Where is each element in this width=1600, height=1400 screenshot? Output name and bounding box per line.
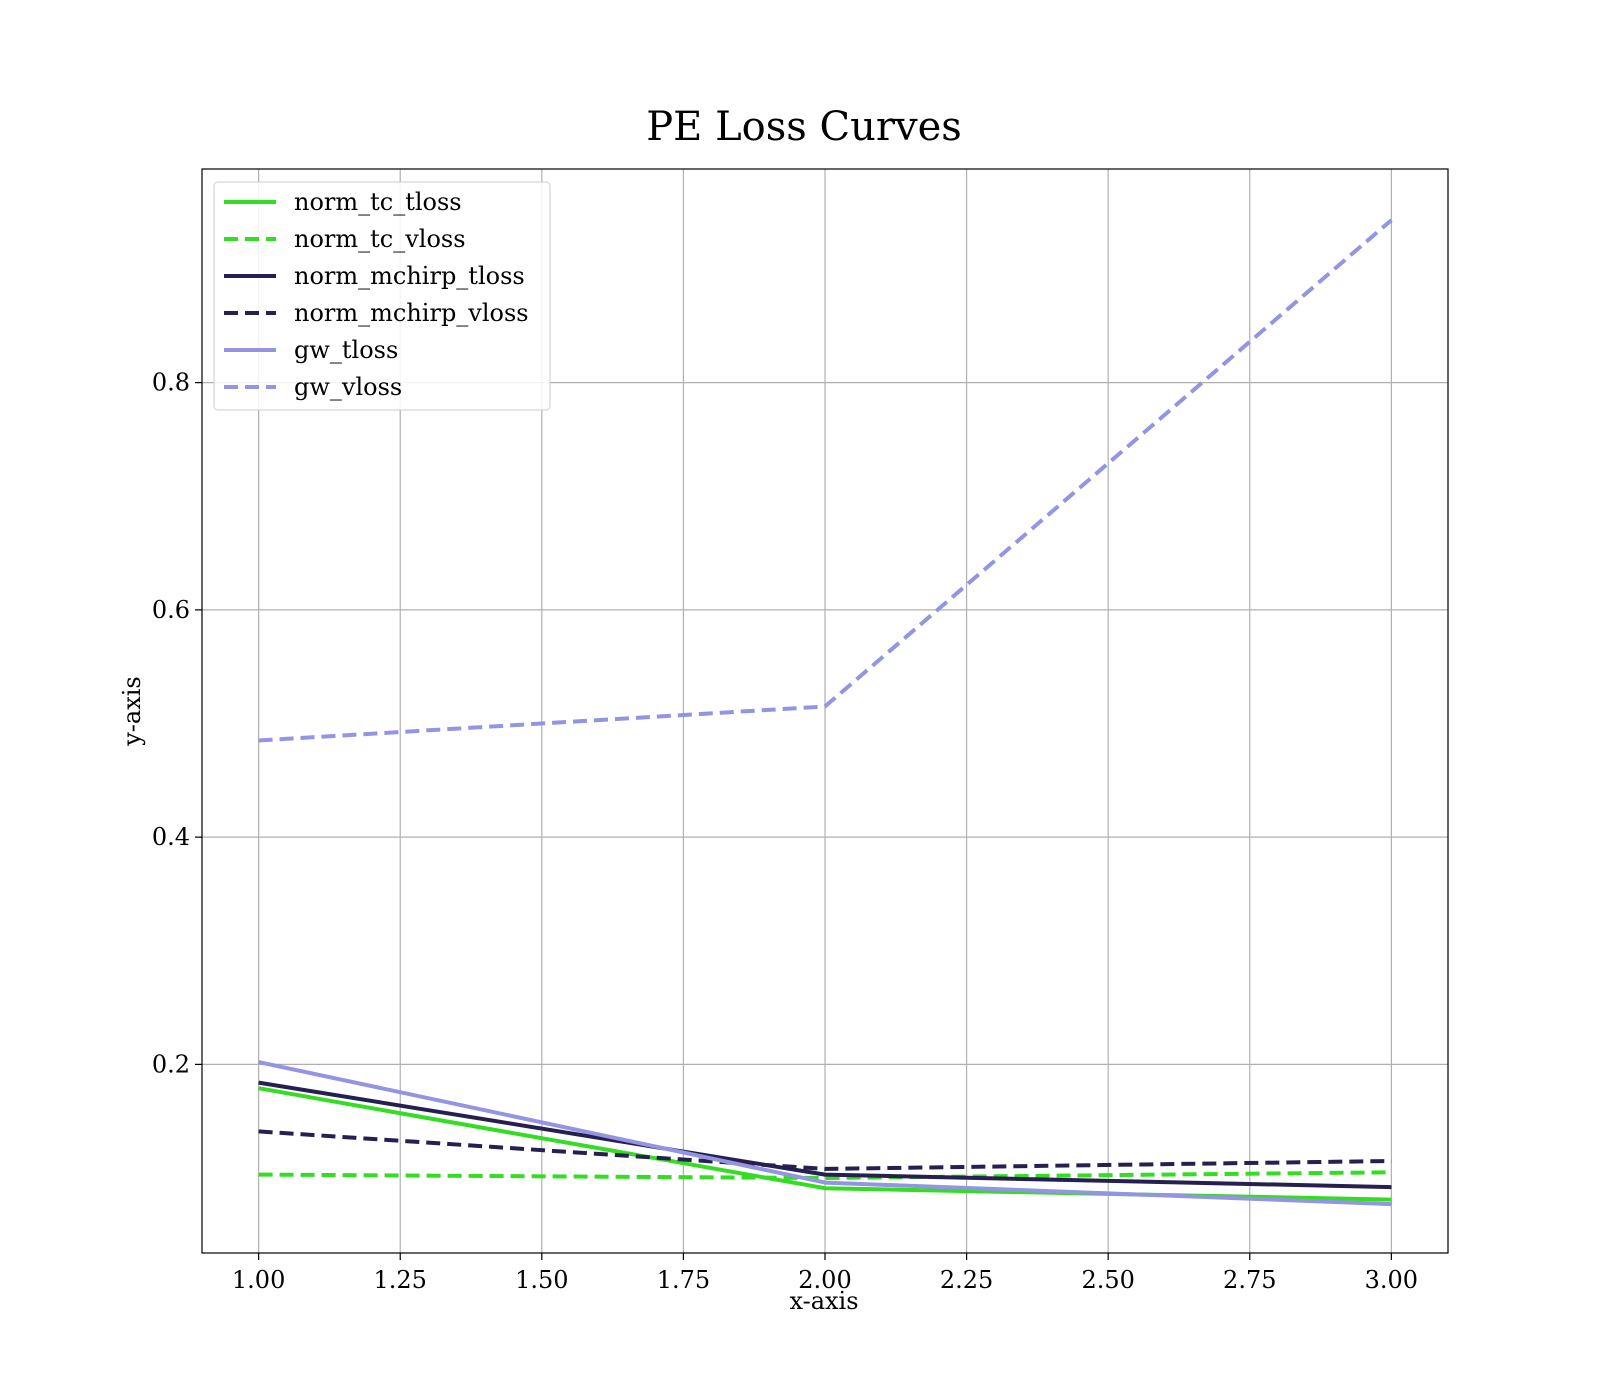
legend-label-norm-mchirp-tloss: norm_mchirp_tloss [294, 262, 525, 290]
x-tick-label-0: 1.00 [232, 1266, 285, 1294]
legend-label-norm-tc-vloss: norm_tc_vloss [294, 225, 466, 253]
legend-label-norm-mchirp-vloss: norm_mchirp_vloss [294, 299, 529, 327]
legend-label-gw-tloss: gw_tloss [294, 336, 398, 364]
y-tick-label-2: 0.6 [152, 596, 190, 624]
y-tick-label-0: 0.2 [152, 1050, 190, 1078]
x-tick-label-1: 1.25 [374, 1266, 427, 1294]
x-tick-label-2: 1.50 [515, 1266, 568, 1294]
legend-label-gw-vloss: gw_vloss [294, 373, 402, 401]
legend-box [213, 181, 551, 411]
legend: norm_tc_tloss norm_tc_vloss norm_mchirp_tl… [213, 181, 551, 411]
legend-label-norm-tc-tloss: norm_tc_tloss [294, 188, 462, 216]
legend-entries: norm_tc_tloss norm_tc_vloss norm_mchirp_tl… [224, 188, 529, 401]
x-tick-label-7: 2.75 [1223, 1266, 1276, 1294]
x-tick-label-3: 1.75 [657, 1266, 710, 1294]
x-axis-label: x-axis [789, 1287, 858, 1315]
plot-series [258, 218, 1393, 1207]
x-tick-label-8: 3.00 [1365, 1266, 1418, 1294]
x-tick-label-6: 2.50 [1081, 1266, 1134, 1294]
x-axis-ticks: 1.00 1.25 1.50 1.75 2.00 2.25 2.50 2.75 3.00 [232, 1253, 1418, 1294]
y-tick-label-3: 0.8 [152, 369, 190, 397]
x-tick-label-5: 2.25 [940, 1266, 993, 1294]
y-axis-ticks: 0.2 0.4 0.6 0.8 [152, 369, 202, 1078]
x-tick-label-4: 2.00 [798, 1266, 851, 1294]
y-tick-label-1: 0.4 [152, 823, 190, 851]
chart-title: PE Loss Curves [646, 104, 962, 150]
y-axis-label: y-axis [118, 676, 146, 747]
